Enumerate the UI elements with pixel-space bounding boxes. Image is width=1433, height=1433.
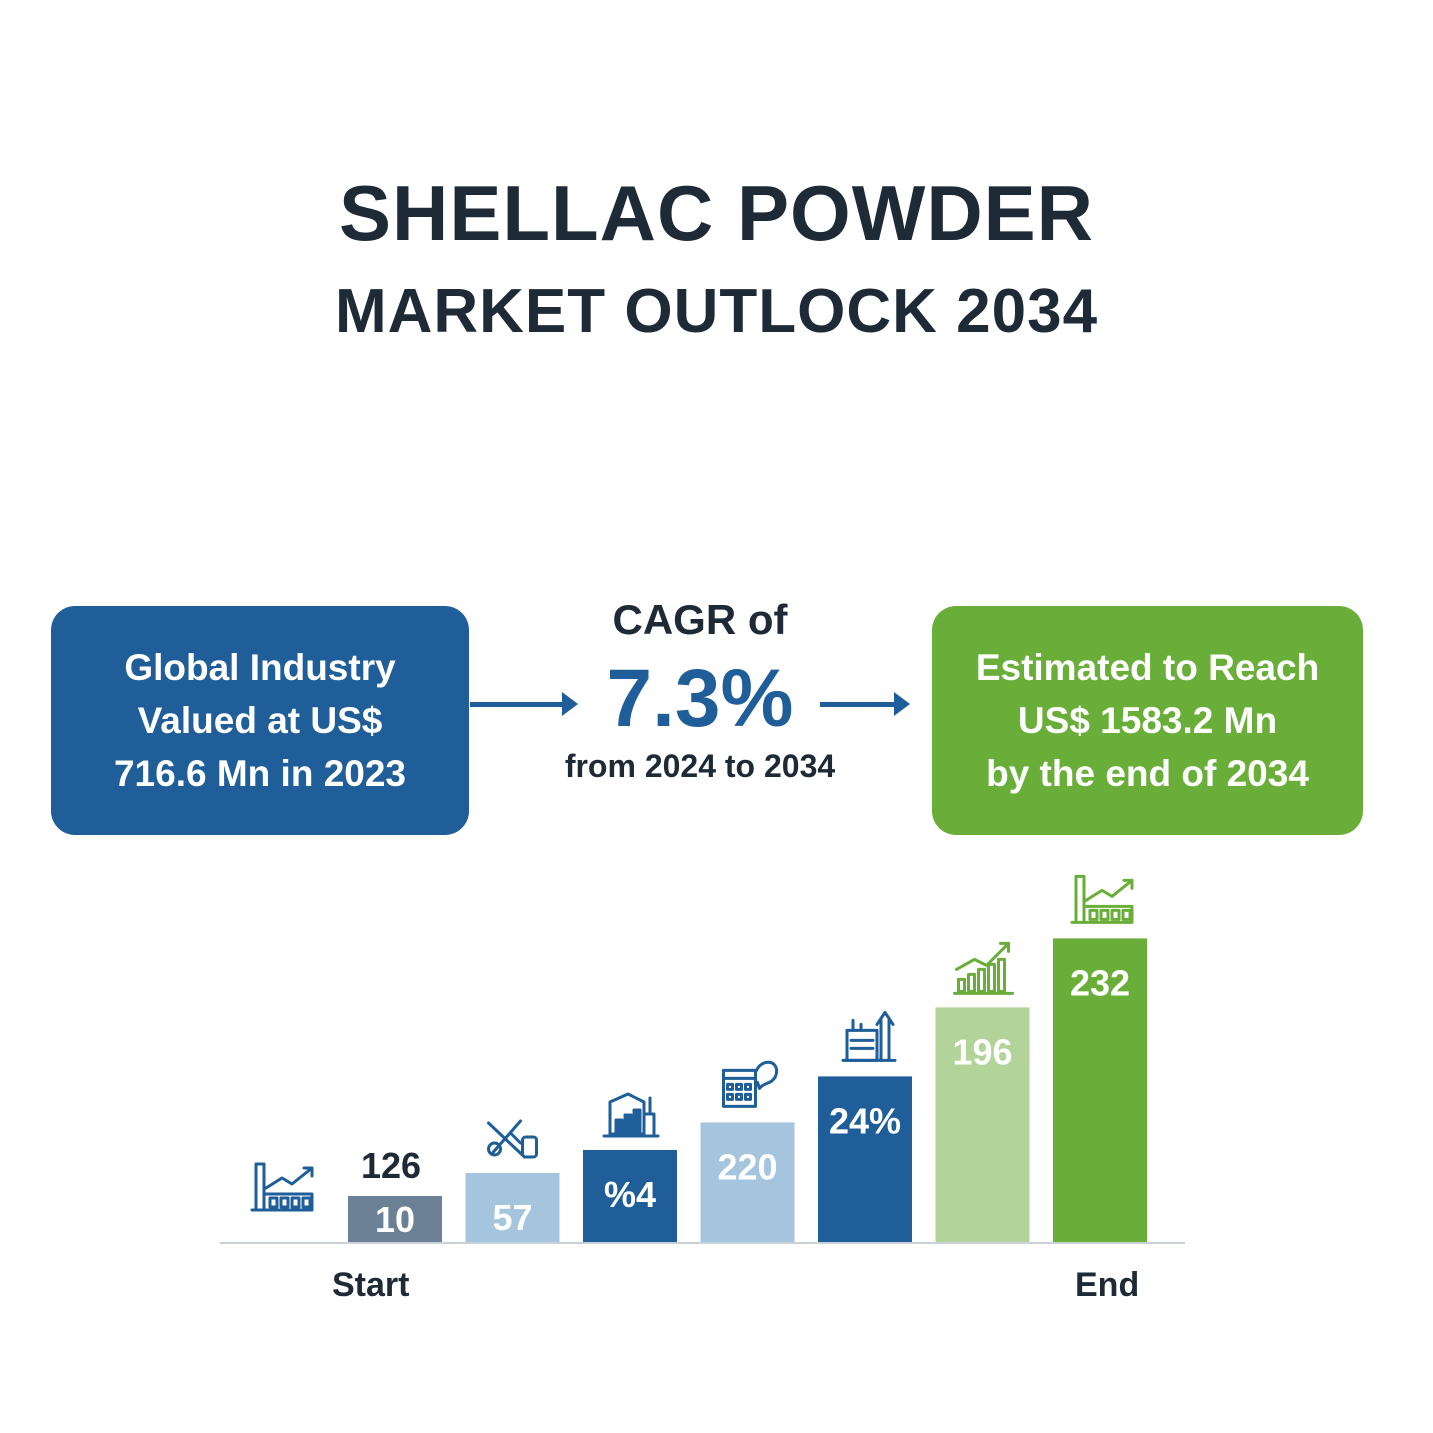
- bar-value-label: 220: [717, 1146, 777, 1187]
- current-value-card: Global Industry Valued at US$ 716.6 Mn i…: [51, 606, 469, 835]
- growth-chart-icon: [953, 941, 1014, 995]
- current-value-line-1: Global Industry: [124, 647, 396, 688]
- bar: [935, 1007, 1030, 1242]
- forecast-value-line-1: Estimated to Reach: [975, 647, 1320, 688]
- bar: [348, 1196, 442, 1242]
- bar: [818, 1076, 912, 1242]
- bar: [465, 1173, 560, 1242]
- axis-end-label: End: [1075, 1266, 1139, 1304]
- forecast-value-line-2: US$ 1583.2 Mn: [1017, 700, 1278, 741]
- forecast-value-line-3: by the end of 2034: [986, 753, 1309, 794]
- arrow-right-icon: [470, 692, 578, 716]
- factory-growth-icon: [250, 1162, 314, 1212]
- bar-value-label: 24%: [829, 1100, 901, 1141]
- current-value-line-3: 716.6 Mn in 2023: [113, 753, 407, 794]
- refinery-icon: [841, 1010, 897, 1062]
- cagr-value: 7.3%: [606, 653, 794, 744]
- current-value-line-2: Valued at US$: [137, 700, 383, 741]
- bar: [700, 1122, 795, 1242]
- bar: [1053, 938, 1147, 1242]
- arrow-right-icon: [820, 692, 910, 716]
- forecast-value-card: Estimated to Reach US$ 1583.2 Mn by the …: [932, 606, 1363, 835]
- tools-icon: [487, 1119, 538, 1159]
- axis-start-label: Start: [332, 1266, 409, 1304]
- bar: [583, 1150, 677, 1242]
- bar-top-label: 126: [361, 1145, 421, 1186]
- factory-growth-icon: [1070, 874, 1134, 924]
- bar-value-label: 232: [1070, 962, 1130, 1003]
- building-chat-icon: [722, 1060, 779, 1108]
- bar-value-label: 57: [492, 1197, 532, 1238]
- cagr-range: from 2024 to 2034: [564, 748, 836, 784]
- factory-chart-icon: [602, 1092, 660, 1138]
- cagr-label: CAGR of: [612, 596, 788, 643]
- page-title: SHELLAC POWDER: [339, 169, 1094, 257]
- bar-value-label: %4: [604, 1174, 656, 1215]
- bar-value-label: 196: [952, 1031, 1012, 1072]
- bar-value-label: 10: [375, 1199, 415, 1240]
- page-subtitle: MARKET OUTLOCK 2034: [334, 277, 1099, 346]
